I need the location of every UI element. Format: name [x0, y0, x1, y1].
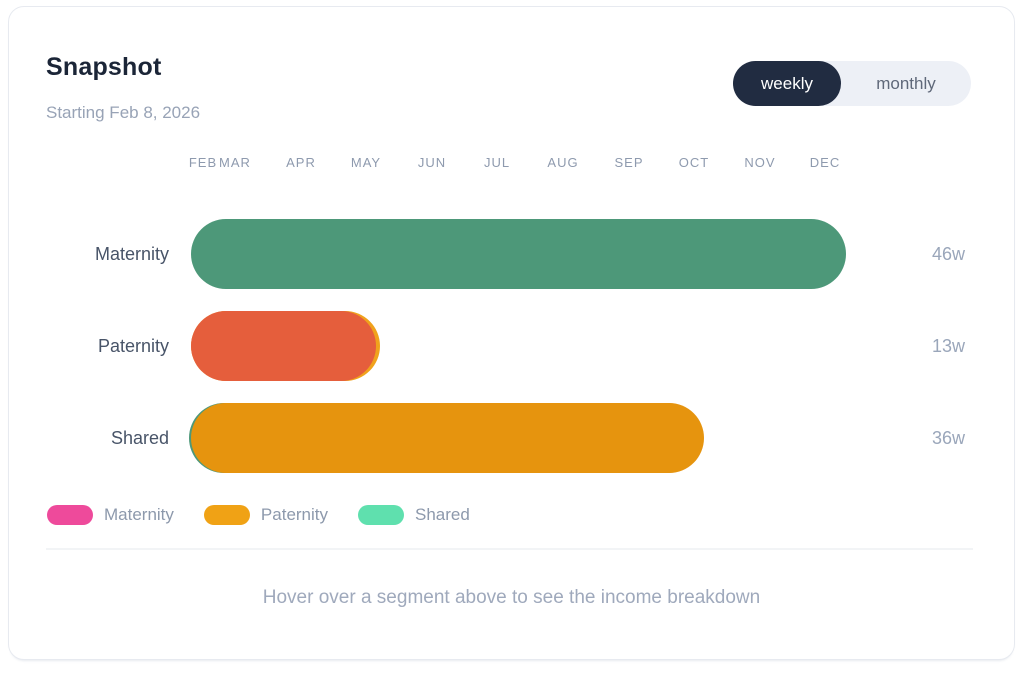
month-tick: NOV — [744, 155, 776, 170]
month-tick: MAY — [350, 155, 382, 170]
month-axis: FEB MAR APR MAY JUN JUL AUG SEP OCT NOV … — [9, 153, 1014, 173]
month-tick: MAR — [219, 155, 251, 170]
month-tick: FEB — [188, 155, 218, 170]
row-label-shared: Shared — [110, 428, 169, 448]
maternity-row: Maternity 46w — [9, 219, 1014, 289]
legend-label-shared: Shared — [415, 505, 470, 524]
legend-label-paternity: Paternity — [260, 505, 329, 524]
legend-item-shared: Shared — [358, 505, 470, 525]
month-tick: DEC — [809, 155, 841, 170]
month-tick: SEP — [614, 155, 644, 170]
weekly-toggle-button[interactable]: weekly — [733, 61, 841, 106]
bar-chart: Maternity 46w Paternity 13w Shared 36w — [9, 219, 1014, 495]
paternity-swatch-icon — [203, 505, 250, 525]
maternity-bar-segment[interactable] — [191, 219, 846, 289]
paternity-bar-segment[interactable] — [191, 311, 376, 381]
page-title: Snapshot — [46, 53, 162, 81]
row-label-maternity: Maternity — [94, 244, 169, 264]
start-date-subtitle: Starting Feb 8, 2026 — [46, 103, 201, 122]
divider — [46, 548, 973, 550]
maternity-weeks-value: 46w — [931, 244, 965, 264]
legend-label-maternity: Maternity — [104, 505, 174, 524]
month-tick: AUG — [547, 155, 579, 170]
period-toggle: weekly monthly — [733, 61, 971, 106]
row-label-paternity: Paternity — [97, 336, 169, 356]
month-tick: JUL — [483, 155, 511, 170]
paternity-weeks-value: 13w — [931, 336, 965, 356]
shared-row: Shared 36w — [9, 403, 1014, 473]
legend-item-paternity: Paternity — [203, 505, 329, 525]
month-tick: OCT — [678, 155, 710, 170]
shared-weeks-value: 36w — [931, 428, 965, 448]
legend-item-maternity: Maternity — [47, 505, 174, 525]
shared-swatch-icon — [358, 505, 405, 525]
hover-hint-text: Hover over a segment above to see the in… — [262, 587, 761, 608]
month-tick: JUN — [417, 155, 447, 170]
paternity-row: Paternity 13w — [9, 311, 1014, 381]
maternity-swatch-icon — [47, 505, 93, 525]
snapshot-card: Snapshot Starting Feb 8, 2026 weekly mon… — [8, 6, 1015, 660]
monthly-toggle-button[interactable]: monthly — [841, 61, 971, 106]
shared-bar-segment[interactable] — [191, 403, 704, 473]
chart-legend: Maternity Paternity Shared — [47, 505, 500, 525]
month-tick: APR — [286, 155, 316, 170]
